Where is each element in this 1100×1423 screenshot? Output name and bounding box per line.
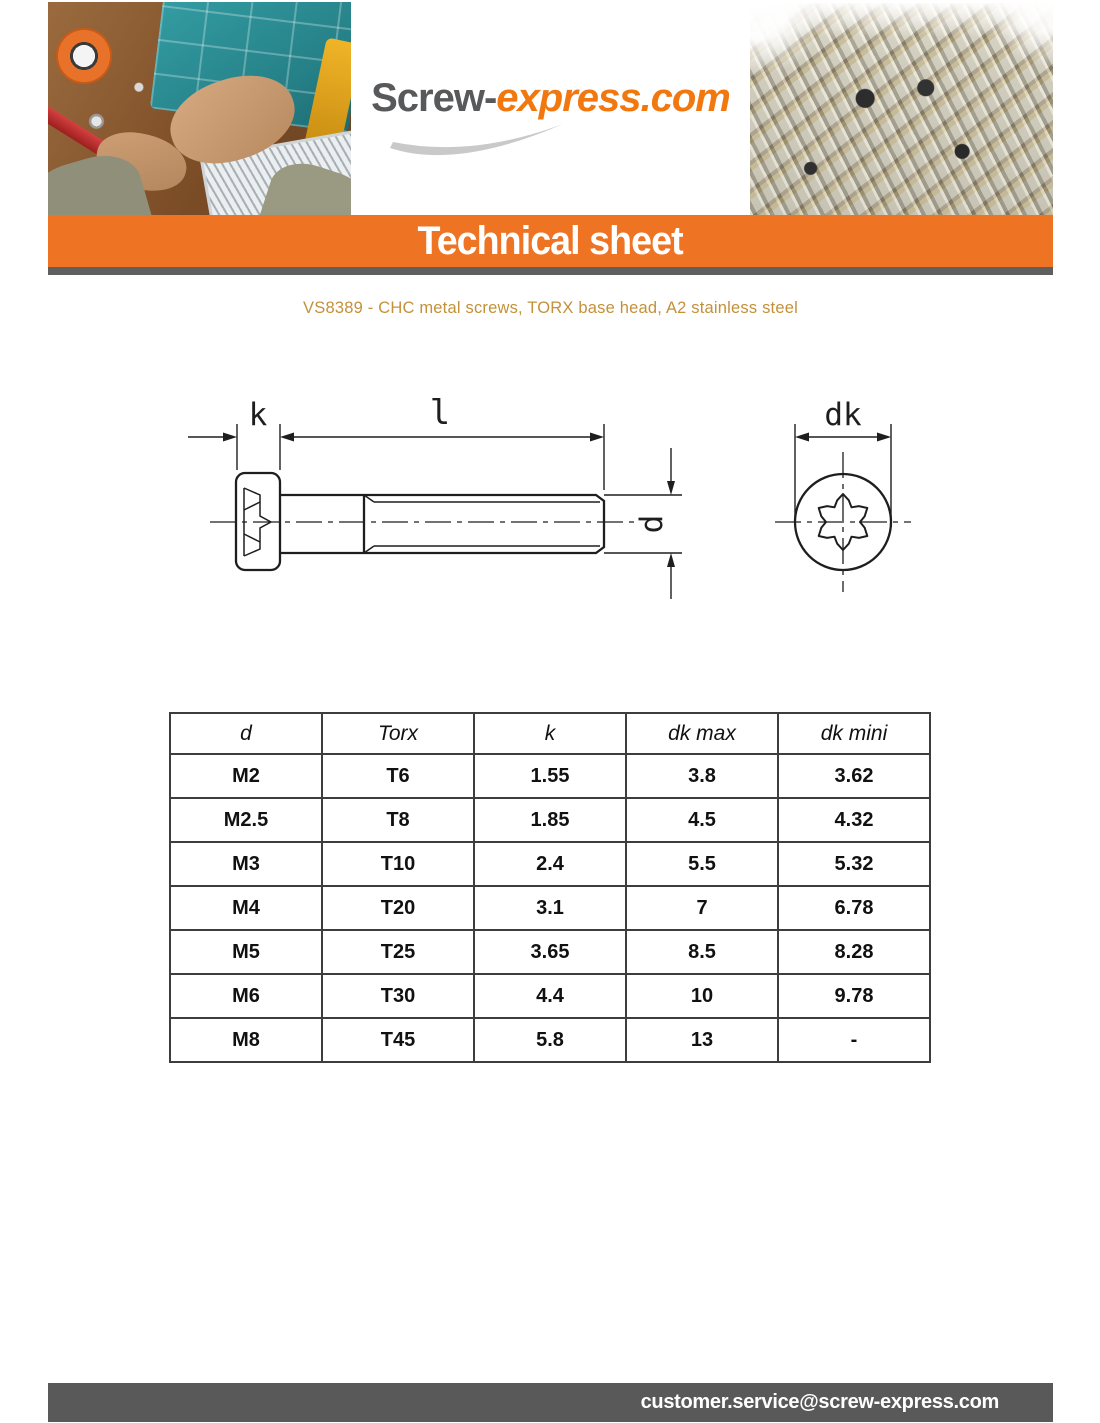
table-header-row: d Torx k dk max dk mini	[169, 712, 931, 755]
cell: T8	[321, 797, 475, 843]
spec-table: d Torx k dk max dk mini M2 T6 1.55 3.8 3…	[169, 712, 931, 1063]
cell: 7	[625, 885, 779, 931]
table-row: M8 T45 5.8 13 -	[169, 1017, 931, 1063]
cell: 1.85	[473, 797, 627, 843]
dim-label-dk: dk	[824, 397, 862, 433]
product-subtitle: VS8389 - CHC metal screws, TORX base hea…	[303, 299, 798, 317]
cell: T10	[321, 841, 475, 887]
cell: T30	[321, 973, 475, 1019]
dimension-k: k	[188, 397, 281, 470]
table-row: M4 T20 3.1 7 6.78	[169, 885, 931, 931]
cell: 3.62	[777, 753, 931, 799]
cell: M5	[169, 929, 323, 975]
dim-label-l: l	[430, 393, 450, 433]
cell: T6	[321, 753, 475, 799]
contact-email: customer.service@screw-express.com	[640, 1391, 1000, 1413]
col-header-torx: Torx	[321, 712, 475, 755]
footer-bar: customer.service@screw-express.com	[48, 1383, 1053, 1422]
cell: M2.5	[169, 797, 323, 843]
cell: -	[777, 1017, 931, 1063]
cell: 4.5	[625, 797, 779, 843]
table-row: M2 T6 1.55 3.8 3.62	[169, 753, 931, 799]
cell: M6	[169, 973, 323, 1019]
cell: 5.5	[625, 841, 779, 887]
banner-divider	[48, 267, 1053, 275]
cell: M2	[169, 753, 323, 799]
cell: 4.32	[777, 797, 931, 843]
cell: 3.1	[473, 885, 627, 931]
col-header-dk-mini: dk mini	[777, 712, 931, 755]
logo-prefix: Screw-	[371, 76, 497, 120]
cell: M4	[169, 885, 323, 931]
logo-suffix: express.com	[496, 76, 731, 120]
logo-swoosh	[390, 124, 563, 156]
cell: M3	[169, 841, 323, 887]
col-header-k: k	[473, 712, 627, 755]
dimension-d: d	[604, 448, 682, 599]
col-header-dk-max: dk max	[625, 712, 779, 755]
cell: 6.78	[777, 885, 931, 931]
table-row: M3 T10 2.4 5.5 5.32	[169, 841, 931, 887]
cell: 8.28	[777, 929, 931, 975]
dim-label-d: d	[634, 515, 670, 534]
table-row: M5 T25 3.65 8.5 8.28	[169, 929, 931, 975]
cell: M8	[169, 1017, 323, 1063]
cell: 13	[625, 1017, 779, 1063]
dimension-dk: dk	[794, 397, 892, 522]
cell: 5.8	[473, 1017, 627, 1063]
cell: 2.4	[473, 841, 627, 887]
cell: 5.32	[777, 841, 931, 887]
tape-measure-shape	[49, 21, 119, 91]
cell: 8.5	[625, 929, 779, 975]
technical-drawing: k l d dk	[188, 393, 911, 599]
dim-label-k: k	[249, 397, 268, 433]
page-title: Technical sheet	[417, 219, 684, 263]
cell: 9.78	[777, 973, 931, 1019]
cell: T20	[321, 885, 475, 931]
table-row: M6 T30 4.4 10 9.78	[169, 973, 931, 1019]
banner: Technical sheet	[48, 215, 1053, 267]
table-row: M2.5 T8 1.85 4.5 4.32	[169, 797, 931, 843]
col-header-d: d	[169, 712, 323, 755]
cell: T25	[321, 929, 475, 975]
logo-text: Screw-express.com	[351, 76, 750, 121]
cell: 3.65	[473, 929, 627, 975]
cell: 3.8	[625, 753, 779, 799]
cell: 10	[625, 973, 779, 1019]
workbench-photo	[48, 2, 351, 215]
screw-side-view	[210, 471, 640, 572]
cell: 4.4	[473, 973, 627, 1019]
spec-table-container: d Torx k dk max dk mini M2 T6 1.55 3.8 3…	[169, 712, 931, 1063]
logo: Screw-express.com	[351, 2, 750, 215]
dimension-l: l	[280, 393, 605, 490]
cell: 1.55	[473, 753, 627, 799]
cell: T45	[321, 1017, 475, 1063]
screws-photo	[750, 3, 1053, 215]
